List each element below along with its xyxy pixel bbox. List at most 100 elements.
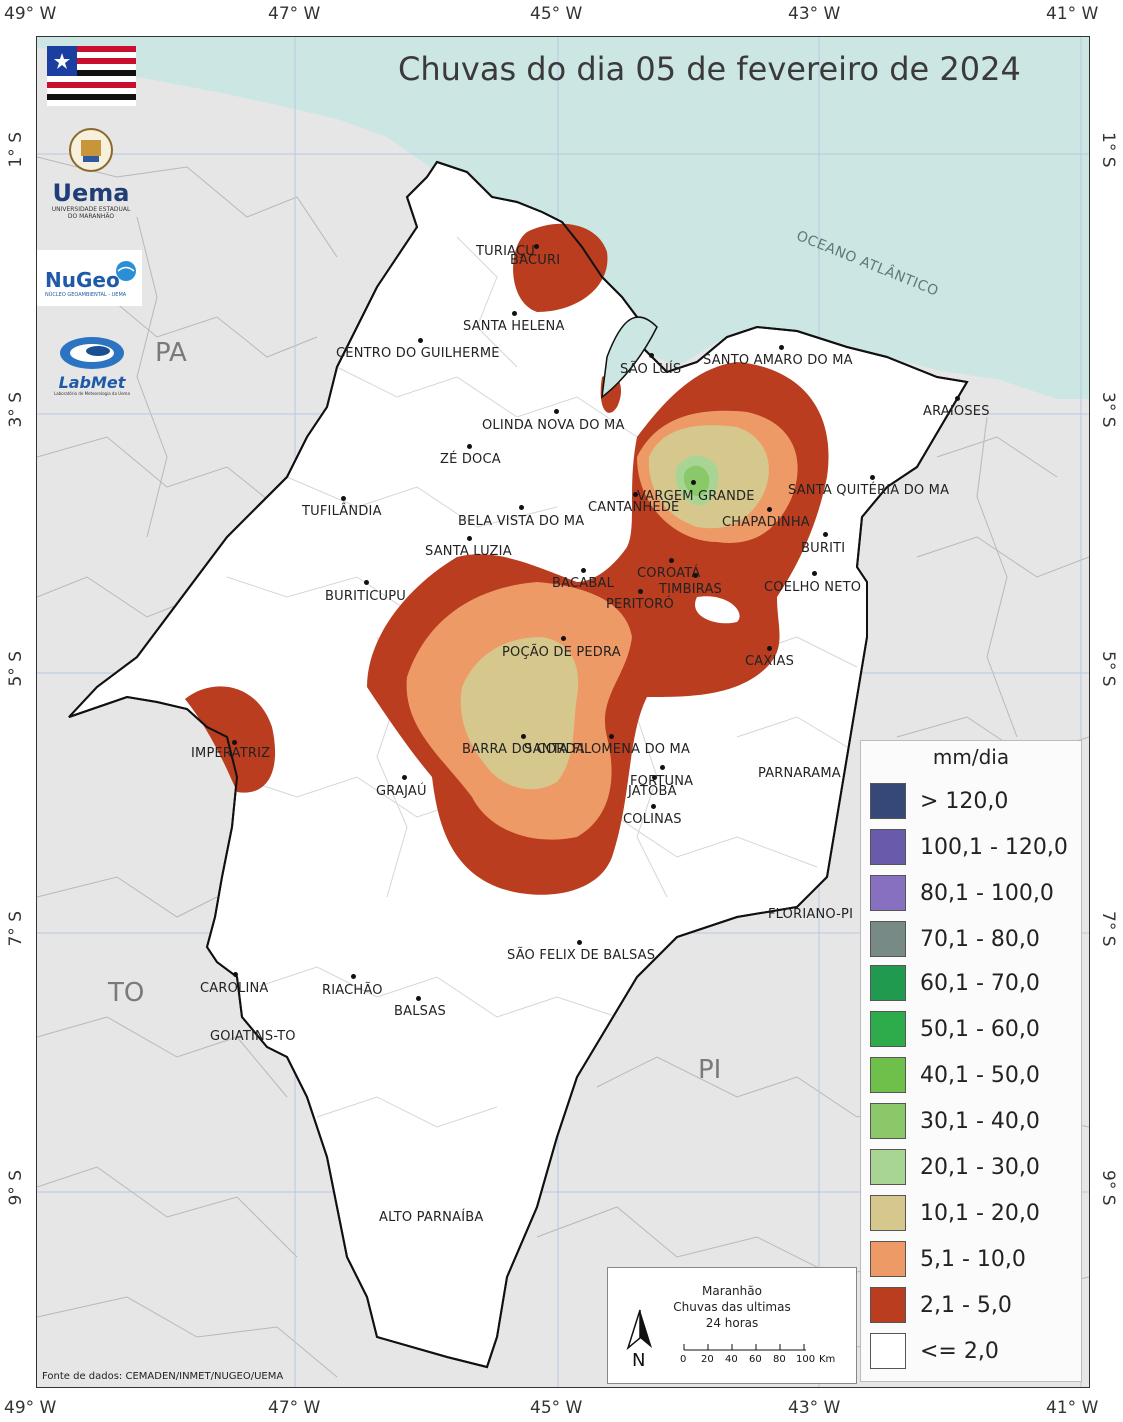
legend-label: 70,1 - 80,0 [920,926,1040,952]
city-dot-pocao-de-pedra [561,636,566,641]
city-dot-sao-felix [577,940,582,945]
ocean-area [37,37,1089,399]
legend-swatch [870,1333,906,1369]
legend-item: 30,1 - 40,0 [870,1102,1040,1140]
city-dot-santa-luzia [467,536,472,541]
legend-label: 100,1 - 120,0 [920,834,1068,860]
city-label-ze-doca: ZÉ DOCA [440,452,501,467]
scale-tick: 20 [701,1354,714,1365]
legend-item: 40,1 - 50,0 [870,1056,1040,1094]
labmet-swirl-icon [60,337,124,369]
city-label-santa-helena: SANTA HELENA [463,319,565,334]
nugeo-logo-sub: NÚCLEO GEOAMBIENTAL - UEMA [45,292,127,298]
legend-label: 40,1 - 50,0 [920,1062,1040,1088]
city-label-vargem-grande: VARGEM GRANDE [637,489,755,504]
city-dot-santa-filomena [609,734,614,739]
legend-swatch [870,783,906,819]
scale-tick: 80 [773,1354,786,1365]
legend-swatch [870,965,906,1001]
legend-swatch [870,1057,906,1093]
map-frame [36,36,1090,1388]
maranhao-flag-icon [47,46,136,106]
legend-label: 50,1 - 60,0 [920,1016,1040,1042]
lon-label-bottom-1: 47° W [268,1398,321,1418]
state-label-pi: PI [698,1055,722,1085]
lon-label-top-0: 49° W [4,4,57,24]
city-dot-cantanhede [633,492,638,497]
city-dot-buriticupu [364,580,369,585]
lon-label-top-1: 47° W [268,4,321,24]
lon-label-bottom-3: 43° W [788,1398,841,1418]
city-dot-timbiras [693,573,698,578]
city-label-parnarama: PARNARAMA [758,766,841,781]
city-dot-bacabal [581,568,586,573]
info-line-1: Maranhão [702,1284,762,1298]
legend-item: 50,1 - 60,0 [870,1010,1040,1048]
city-label-fortuna: FORTUNA [630,774,694,789]
city-label-araioses: ARAIOSES [923,404,990,419]
city-dot-bela-vista [519,505,524,510]
legend: mm/dia > 120,0 100,1 - 120,0 80,1 - 100,… [860,740,1082,1382]
city-label-bela-vista: BELA VISTA DO MA [458,514,585,529]
legend-label: 5,1 - 10,0 [920,1246,1026,1272]
legend-item: > 120,0 [870,782,1008,820]
city-label-grajau: GRAJAÚ [376,784,427,799]
city-label-santa-filomena: SANTA FILOMENA DO MA [524,742,691,757]
city-label-centro-guilherme: CENTRO DO GUILHERME [336,346,500,361]
city-label-barra-do-corda: BARRA DO CORDA [462,742,585,757]
city-dot-coelho-neto [812,571,817,576]
nugeo-logo-text: NuGeo [45,268,120,292]
city-label-coelho-neto: COELHO NETO [764,580,862,595]
legend-item: 2,1 - 5,0 [870,1286,1012,1324]
city-dot-coroata [669,558,674,563]
city-label-buriti: BURITI [801,541,846,556]
lon-label-bottom-2: 45° W [530,1398,583,1418]
uema-logo-text: Uema [52,179,130,207]
lat-label-left-4: 9° S [6,1170,26,1206]
lat-label-left-0: 1° S [6,132,26,168]
sao-luis-island [601,316,658,399]
legend-item: <= 2,0 [870,1332,999,1370]
city-label-bacuri: BACURI [510,253,561,268]
city-label-cantanhede: CANTANHEDE [588,500,680,515]
legend-label: 10,1 - 20,0 [920,1200,1040,1226]
info-line-2: Chuvas das ultimas [673,1300,791,1314]
legend-title: mm/dia [932,745,1010,769]
legend-label: <= 2,0 [920,1338,999,1364]
legend-item: 10,1 - 20,0 [870,1194,1040,1232]
legend-label: 20,1 - 30,0 [920,1154,1040,1180]
nugeo-logo: NuGeo NÚCLEO GEOAMBIENTAL - UEMA [37,250,142,306]
labmet-logo-sub: Laboratório de Meteorologia da Uema [54,391,130,396]
map-info-box: Maranhão Chuvas das ultimas 24 horas N 0… [607,1267,857,1384]
state-label-pa: PA [155,338,187,368]
legend-item: 20,1 - 30,0 [870,1148,1040,1186]
city-dot-caxias [767,646,772,651]
city-label-carolina: CAROLINA [200,981,269,996]
scale-bar [683,1344,806,1351]
legend-item: 80,1 - 100,0 [870,874,1054,912]
city-label-santa-quiteria: SANTA QUITÉRIA DO MA [788,483,950,498]
lat-label-left-1: 3° S [6,392,26,428]
city-dot-grajau [402,775,407,780]
city-dot-fortuna [660,765,665,770]
city-dot-santa-helena [512,311,517,316]
scale-tick: 0 [680,1354,687,1365]
legend-swatch [870,1195,906,1231]
city-dot-balsas [416,996,421,1001]
city-label-santo-amaro: SANTO AMARO DO MA [703,353,853,368]
lat-label-right-1: 3° S [1098,392,1118,428]
city-label-jatoba: JATOBÁ [628,784,677,799]
legend-swatch [870,1149,906,1185]
lon-label-top-2: 45° W [530,4,583,24]
info-line-3: 24 horas [705,1316,759,1330]
legend-item: 70,1 - 80,0 [870,920,1040,958]
city-label-balsas: BALSAS [394,1004,446,1019]
north-label: N [632,1350,646,1371]
city-label-goiatins: GOIATINS-TO [210,1029,296,1044]
legend-swatch [870,1241,906,1277]
lon-label-top-4: 41° W [1046,4,1099,24]
uema-logo: Uema UNIVERSIDADE ESTADUAL DO MARANHÃO [48,180,134,222]
legend-item: 60,1 - 70,0 [870,964,1040,1002]
city-label-timbiras: TIMBIRAS [659,582,722,597]
city-label-riachao: RIACHÃO [322,983,383,998]
